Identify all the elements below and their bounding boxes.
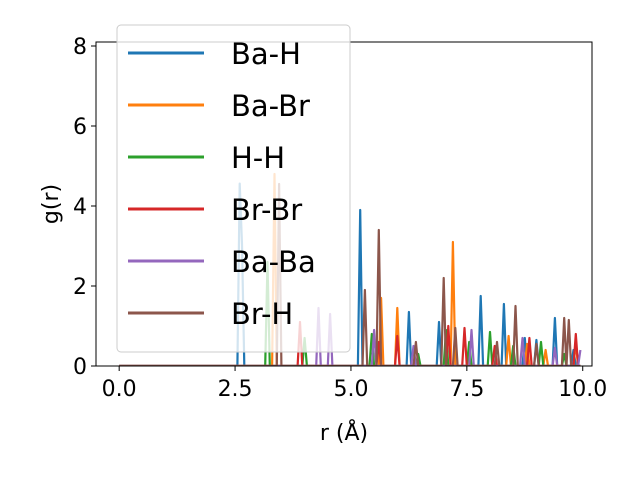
legend-label: Ba-H	[231, 37, 301, 71]
y-tick-label: 4	[73, 195, 87, 220]
x-tick-label: 10.0	[558, 377, 607, 402]
y-tick-label: 6	[73, 115, 87, 140]
y-axis-label: g(r)	[39, 184, 64, 224]
x-tick-label: 0.0	[102, 377, 137, 402]
legend-label: Br-Br	[231, 193, 302, 227]
y-tick-label: 0	[73, 355, 87, 380]
x-axis-label: r (Å)	[320, 419, 368, 446]
y-axis: 0 2 4 6 8	[73, 35, 96, 380]
legend-label: Br-H	[231, 297, 293, 331]
y-tick-label: 8	[73, 35, 87, 60]
legend-label: H-H	[231, 141, 285, 175]
x-axis: 0.0 2.5 5.0 7.5 10.0	[102, 366, 607, 402]
x-tick-label: 7.5	[449, 377, 484, 402]
series-line-ba-h	[119, 182, 581, 366]
legend-label: Ba-Br	[231, 89, 310, 123]
legend: Ba-H Ba-Br H-H Br-Br Ba-Ba Br-H	[116, 24, 351, 353]
legend-box	[116, 24, 351, 353]
x-tick-label: 5.0	[333, 377, 368, 402]
x-tick-label: 2.5	[218, 377, 253, 402]
legend-label: Ba-Ba	[231, 245, 316, 279]
series-layer	[119, 172, 582, 366]
y-tick-label: 2	[73, 275, 87, 300]
